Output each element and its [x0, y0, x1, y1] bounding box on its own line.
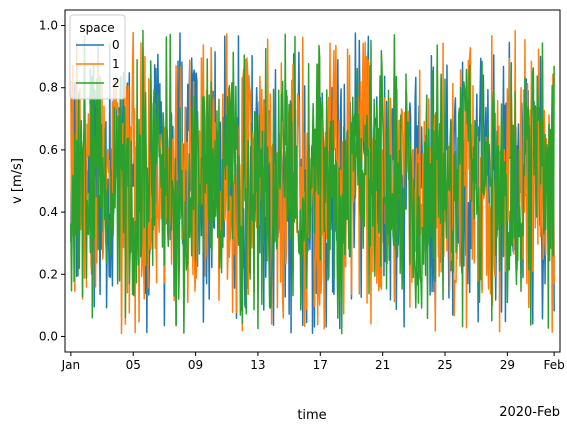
- series-line-2: [70, 29, 555, 335]
- y-tick-label: 0.6: [39, 143, 58, 157]
- legend-label-0: 0: [112, 38, 120, 52]
- y-axis: 0.0 0.2 0.4 0.6 0.8 1.0: [39, 19, 65, 343]
- x-tick-label: 29: [500, 358, 515, 372]
- legend-label-1: 1: [112, 57, 120, 71]
- y-tick-label: 0.4: [39, 205, 58, 219]
- x-tick-label: Feb: [544, 358, 565, 372]
- x-tick-label: Jan: [61, 358, 81, 372]
- y-tick-label: 0.2: [39, 267, 58, 281]
- y-tick-label: 0.0: [39, 329, 58, 343]
- x-tick-label: 21: [375, 358, 390, 372]
- x-tick-label: 25: [437, 358, 452, 372]
- x-tick-label: 05: [126, 358, 141, 372]
- y-tick-label: 1.0: [39, 19, 58, 33]
- legend: space 0 1 2: [69, 14, 126, 100]
- legend-title: space: [79, 21, 114, 35]
- legend-box: [69, 14, 126, 100]
- x-tick-label: 13: [250, 358, 265, 372]
- y-tick-label: 0.8: [39, 81, 58, 95]
- x-offset-label: 2020-Feb: [499, 405, 560, 420]
- series-layer: [70, 29, 555, 335]
- legend-label-2: 2: [112, 76, 120, 90]
- y-axis-label: v [m/s]: [10, 158, 25, 204]
- x-tick-label: 17: [313, 358, 328, 372]
- x-axis-label: time: [297, 408, 326, 423]
- x-tick-label: 09: [188, 358, 203, 372]
- x-axis: Jan 05 09 13 17 21 25 29 Feb: [61, 352, 565, 372]
- plot-frame: [64, 9, 561, 353]
